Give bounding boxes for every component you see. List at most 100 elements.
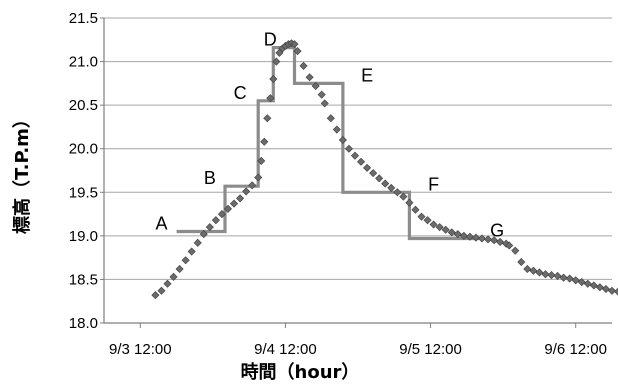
data-point <box>577 278 586 287</box>
data-point <box>263 114 272 123</box>
data-point <box>459 231 468 240</box>
data-point <box>223 204 233 213</box>
data-point <box>417 212 426 221</box>
data-point <box>381 179 390 188</box>
data-point <box>523 264 532 273</box>
scatter-series <box>151 39 618 300</box>
data-point <box>496 237 505 246</box>
data-point <box>269 74 278 84</box>
data-point <box>266 94 275 103</box>
data-point <box>181 256 190 265</box>
data-point <box>229 199 239 208</box>
data-point <box>356 157 366 166</box>
data-point <box>399 192 408 201</box>
data-point <box>541 270 550 279</box>
step-label-e: E <box>361 65 373 85</box>
data-point <box>405 198 414 207</box>
data-point <box>326 114 335 123</box>
data-point <box>559 273 568 282</box>
data-point <box>595 283 604 292</box>
y-tick-label: 21.5 <box>69 10 98 27</box>
data-point <box>350 151 360 160</box>
data-point <box>151 291 160 300</box>
data-point <box>175 264 184 273</box>
data-point <box>583 279 592 288</box>
data-point <box>411 205 420 214</box>
data-point <box>217 210 226 219</box>
data-point <box>589 281 598 290</box>
y-tick-label: 20.5 <box>69 97 98 114</box>
y-tick-label: 21.0 <box>69 54 98 71</box>
data-point <box>553 271 562 280</box>
data-point <box>517 257 526 267</box>
data-point <box>157 286 166 295</box>
data-point <box>435 223 444 232</box>
data-point <box>205 223 214 232</box>
data-point <box>601 284 610 294</box>
data-point <box>607 286 617 295</box>
step-label-a: A <box>155 214 167 234</box>
data-point <box>338 135 347 145</box>
data-point <box>369 169 378 178</box>
data-point <box>535 268 544 277</box>
x-tick-label: 9/5 12:00 <box>399 341 462 358</box>
data-point <box>547 271 556 280</box>
data-point <box>363 163 372 172</box>
gridlines <box>104 17 612 280</box>
data-point <box>471 233 480 242</box>
x-tick-labels: 9/3 12:00 9/4 12:00 9/5 12:00 9/6 12:00 <box>109 341 607 358</box>
step-label-b: B <box>204 168 216 188</box>
x-tick-label: 9/4 12:00 <box>254 341 317 358</box>
data-point <box>260 137 269 146</box>
step-label-d: D <box>264 30 277 50</box>
data-point <box>344 144 353 153</box>
x-axis-title: 時間（hour） <box>241 362 360 383</box>
data-point <box>393 188 402 197</box>
y-tick-label: 19.0 <box>69 228 98 245</box>
data-point <box>254 173 263 182</box>
data-point <box>272 57 281 66</box>
data-point <box>477 234 487 243</box>
data-point <box>187 247 196 256</box>
data-point <box>242 187 251 196</box>
data-point <box>299 61 308 70</box>
data-point <box>423 216 432 225</box>
axes <box>100 17 612 328</box>
data-point <box>169 272 178 281</box>
step-label-f: F <box>428 174 439 194</box>
data-point <box>483 235 493 244</box>
data-point <box>290 40 299 49</box>
data-point <box>311 81 320 90</box>
data-point <box>505 241 514 250</box>
y-tick-labels: 18.0 18.5 19.0 19.5 20.0 20.5 21.0 21.5 <box>69 10 98 332</box>
y-axis-title: 標高（T.P.m） <box>11 110 33 234</box>
data-point <box>375 174 384 183</box>
data-point <box>387 183 396 192</box>
step-label-g: G <box>490 220 504 240</box>
step-labels: A B C D E F G <box>155 30 504 241</box>
data-point <box>163 279 172 288</box>
data-point <box>447 228 456 237</box>
data-point <box>257 156 266 165</box>
data-point <box>305 73 314 82</box>
data-point <box>529 266 538 275</box>
data-point <box>511 246 520 255</box>
data-point <box>571 276 580 285</box>
data-point <box>614 287 618 296</box>
data-point <box>236 194 245 203</box>
step-label-c: C <box>234 83 247 103</box>
step-line-series <box>176 46 479 241</box>
data-point <box>193 238 202 247</box>
data-point <box>293 47 302 56</box>
y-tick-label: 19.5 <box>69 184 98 201</box>
data-point <box>465 232 474 241</box>
y-tick-label: 20.0 <box>69 141 98 158</box>
x-tick-label: 9/6 12:00 <box>544 341 607 358</box>
data-point <box>199 230 208 239</box>
data-point <box>332 125 341 134</box>
data-point <box>565 274 574 283</box>
data-point <box>441 225 450 234</box>
data-point <box>490 236 499 245</box>
data-point <box>320 99 329 108</box>
